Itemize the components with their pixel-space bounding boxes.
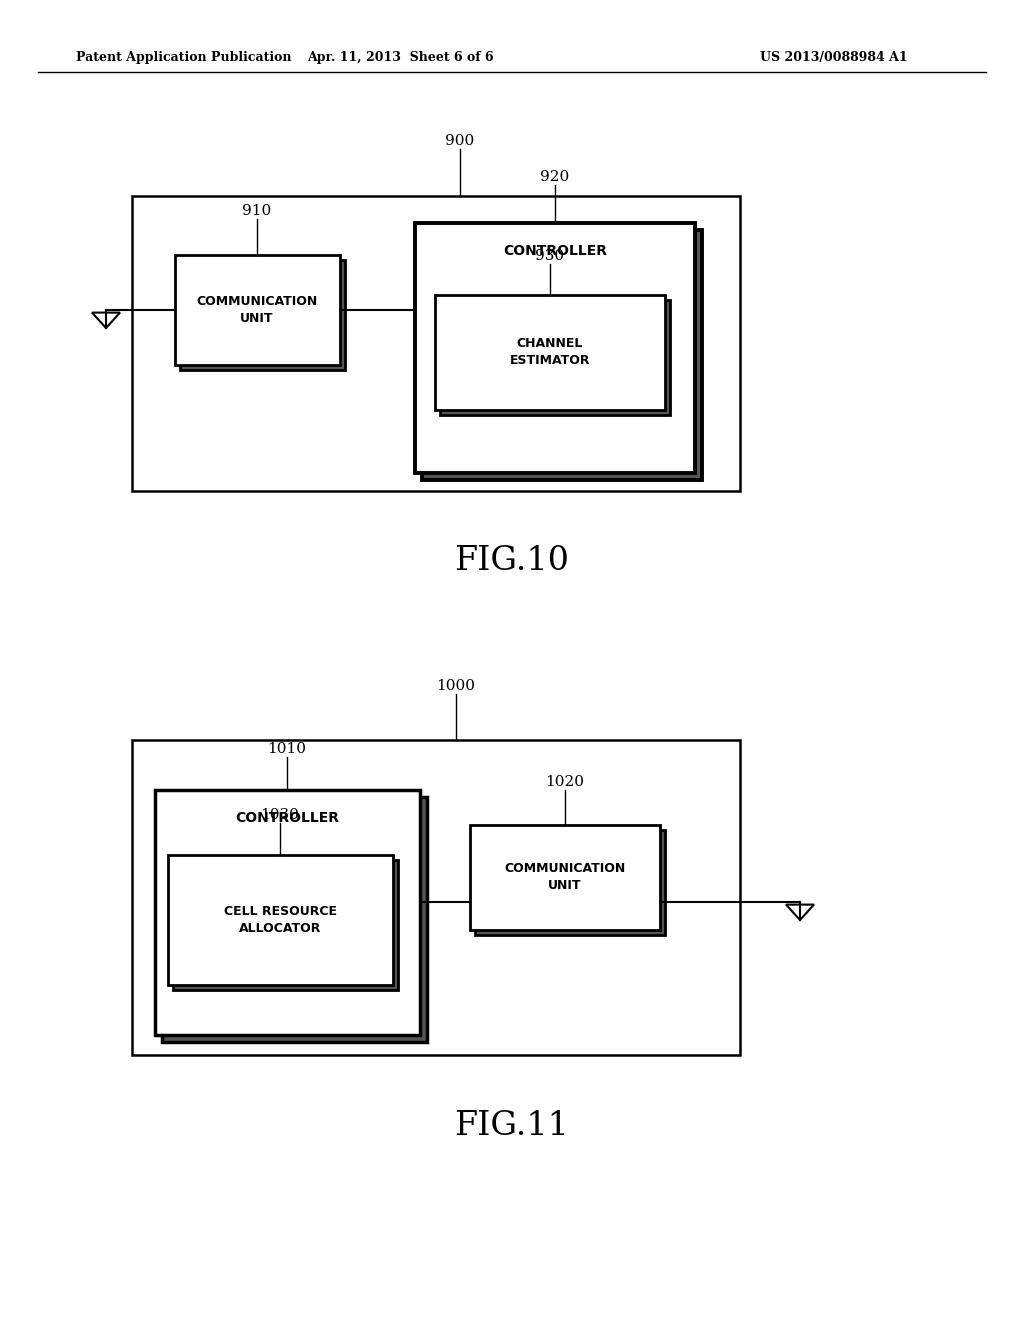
Bar bbox=[475, 830, 665, 935]
Text: FIG.11: FIG.11 bbox=[455, 1110, 569, 1142]
Text: FIG.10: FIG.10 bbox=[455, 545, 569, 577]
Bar bbox=[173, 861, 398, 990]
Text: 1030: 1030 bbox=[260, 808, 299, 822]
Bar bbox=[155, 789, 420, 1035]
Text: 900: 900 bbox=[445, 135, 475, 148]
Text: 920: 920 bbox=[541, 170, 569, 183]
Text: Patent Application Publication: Patent Application Publication bbox=[76, 51, 292, 65]
Text: COMMUNICATION
UNIT: COMMUNICATION UNIT bbox=[505, 862, 626, 892]
Bar bbox=[175, 255, 340, 366]
Bar bbox=[415, 223, 695, 473]
Text: CONTROLLER: CONTROLLER bbox=[503, 244, 607, 257]
Text: US 2013/0088984 A1: US 2013/0088984 A1 bbox=[760, 51, 907, 65]
Text: 930: 930 bbox=[536, 249, 564, 263]
Text: 1000: 1000 bbox=[436, 678, 475, 693]
Text: COMMUNICATION
UNIT: COMMUNICATION UNIT bbox=[197, 294, 317, 325]
Text: CONTROLLER: CONTROLLER bbox=[234, 810, 339, 825]
Bar bbox=[162, 797, 427, 1041]
Text: 1020: 1020 bbox=[546, 775, 585, 789]
Text: CHANNEL
ESTIMATOR: CHANNEL ESTIMATOR bbox=[510, 337, 590, 367]
Bar bbox=[180, 260, 345, 370]
Text: CELL RESOURCE
ALLOCATOR: CELL RESOURCE ALLOCATOR bbox=[223, 906, 337, 935]
Bar bbox=[422, 230, 702, 480]
Bar bbox=[440, 300, 670, 414]
Bar bbox=[132, 741, 740, 1055]
Text: 910: 910 bbox=[243, 205, 271, 218]
Bar bbox=[435, 294, 665, 411]
Bar bbox=[168, 855, 393, 985]
Bar bbox=[132, 195, 740, 491]
Text: Apr. 11, 2013  Sheet 6 of 6: Apr. 11, 2013 Sheet 6 of 6 bbox=[306, 51, 494, 65]
Bar bbox=[470, 825, 660, 931]
Text: 1010: 1010 bbox=[267, 742, 306, 756]
